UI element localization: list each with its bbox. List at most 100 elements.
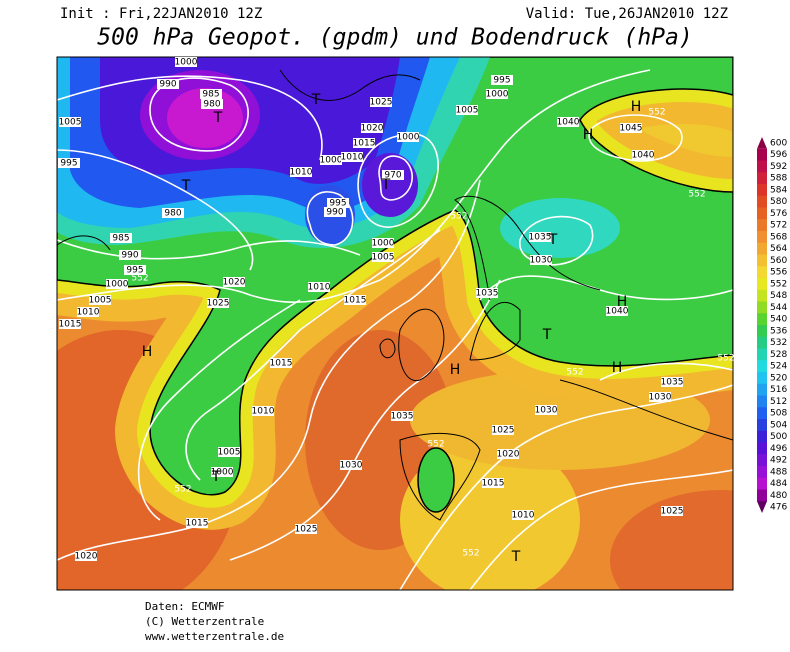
height-label: 552: [131, 274, 148, 284]
colorbar-swatch: [757, 278, 767, 291]
colorbar-swatch: [757, 407, 767, 420]
isobar-label: 995: [126, 266, 143, 276]
pressure-center: T: [542, 327, 552, 343]
isobar-label: 1040: [606, 307, 629, 317]
colorbar-label: 584: [770, 185, 787, 195]
colorbar-label: 524: [770, 362, 787, 372]
colorbar-swatch: [757, 348, 767, 361]
isobar-label-bg: [476, 288, 498, 298]
pressure-center: H: [631, 99, 642, 115]
colorbar-swatch: [757, 219, 767, 232]
isobar-label-bg: [59, 117, 81, 127]
height-label: 552: [427, 440, 444, 450]
isobar-label: 1015: [353, 139, 376, 149]
isobar-label-bg: [223, 277, 245, 287]
colorbar-label: 480: [770, 491, 787, 501]
isobar-label-bg: [370, 97, 392, 107]
isobar-label-bg: [344, 295, 366, 305]
isobar-label-bg: [535, 405, 557, 415]
isobar-label-bg: [211, 467, 233, 477]
isobar-label: 1020: [497, 450, 520, 460]
colorbar-label: 572: [770, 221, 787, 231]
colorbar-swatch: [757, 184, 767, 197]
isobar-label: 1005: [89, 296, 112, 306]
isobar-label-bg: [106, 279, 128, 289]
colorbar-label: 600: [770, 138, 787, 148]
colorbar-swatch: [757, 383, 767, 396]
height-label: 552: [717, 354, 734, 364]
isobar-label-bg: [295, 524, 317, 534]
isobar-label: 990: [121, 251, 138, 261]
colorbar-swatch: [757, 231, 767, 244]
isobar-label-bg: [491, 75, 513, 85]
isobar-label: 1035: [476, 289, 499, 299]
isobar-label-bg: [632, 150, 654, 160]
init-time: Init : Fri,22JAN2010 12Z: [60, 6, 262, 22]
isobar-label-bg: [606, 306, 628, 316]
isobar-label: 1020: [361, 124, 384, 134]
isobar-label: 1005: [372, 253, 395, 263]
isobar-label: 1030: [340, 461, 363, 471]
colorbar-label: 576: [770, 209, 787, 219]
colorbar-label: 592: [770, 162, 787, 172]
isobar-label: 1030: [649, 393, 672, 403]
isobar-label: 1025: [295, 525, 318, 535]
colorbar-label: 484: [770, 479, 787, 489]
colorbar-label: 556: [770, 268, 787, 278]
isobar-label-bg: [512, 510, 534, 520]
isobar-label: 1015: [59, 320, 82, 330]
colorbar-label: 544: [770, 303, 787, 313]
colorbar-swatch: [757, 137, 767, 149]
isobar-label: 1005: [218, 448, 241, 458]
colorbar-swatch: [757, 454, 767, 467]
isobar-label: 1030: [535, 406, 558, 416]
isobar-label-bg: [497, 449, 519, 459]
footer-copyright: (C) Wetterzentrale: [145, 615, 264, 628]
height-label: 552: [450, 212, 467, 222]
isobar-label-bg: [124, 265, 146, 275]
isobar-label: 1000: [211, 468, 234, 478]
isobar-label-bg: [157, 79, 179, 89]
colorbar-swatch: [757, 395, 767, 408]
valid-time: Valid: Tue,26JAN2010 12Z: [526, 6, 728, 22]
isobar-label-bg: [200, 89, 222, 99]
isobar-label: 1015: [186, 519, 209, 529]
colorbar-swatch: [757, 172, 767, 185]
height-label: 552: [174, 485, 191, 495]
isobar-label-bg: [557, 117, 579, 127]
pressure-center: T: [311, 92, 321, 108]
isobar-label: 1000: [486, 90, 509, 100]
height-label: 552: [566, 368, 583, 378]
isobar-label: 1015: [270, 359, 293, 369]
isobar-label: 970: [384, 171, 401, 181]
pressure-center: H: [450, 362, 461, 378]
colorbar-label: 496: [770, 444, 787, 454]
pressure-center: T: [548, 232, 558, 248]
isobar-label: 985: [202, 90, 219, 100]
isobar-label: 995: [60, 159, 77, 169]
isobar-label-bg: [361, 123, 383, 133]
isobar-label-bg: [341, 152, 363, 162]
isobar-label-bg: [75, 551, 97, 561]
colorbar-swatch: [757, 336, 767, 349]
isobar-label: 995: [329, 199, 346, 209]
isobar-label-bg: [308, 282, 330, 292]
map-field: [57, 57, 733, 590]
colorbar-label: 500: [770, 432, 787, 442]
isobar-label-bg: [89, 295, 111, 305]
colorbar-label: 488: [770, 467, 787, 477]
colorbar-swatch: [757, 148, 767, 161]
colorbar-label: 580: [770, 197, 787, 207]
isobar-label-bg: [620, 123, 642, 133]
isobar-label-bg: [530, 255, 552, 265]
colorbar: 6005965925885845805765725685645605565525…: [757, 137, 787, 513]
colorbar-label: 588: [770, 174, 787, 184]
colorbar-swatch: [757, 242, 767, 255]
height-label: 552: [648, 108, 665, 118]
isobar-label: 1040: [557, 118, 580, 128]
isobar-label: 980: [203, 100, 220, 110]
isobar-label: 1030: [530, 256, 553, 266]
isobar-label-bg: [456, 105, 478, 115]
pressure-center: H: [617, 294, 628, 310]
isobar-label-bg: [201, 99, 223, 109]
